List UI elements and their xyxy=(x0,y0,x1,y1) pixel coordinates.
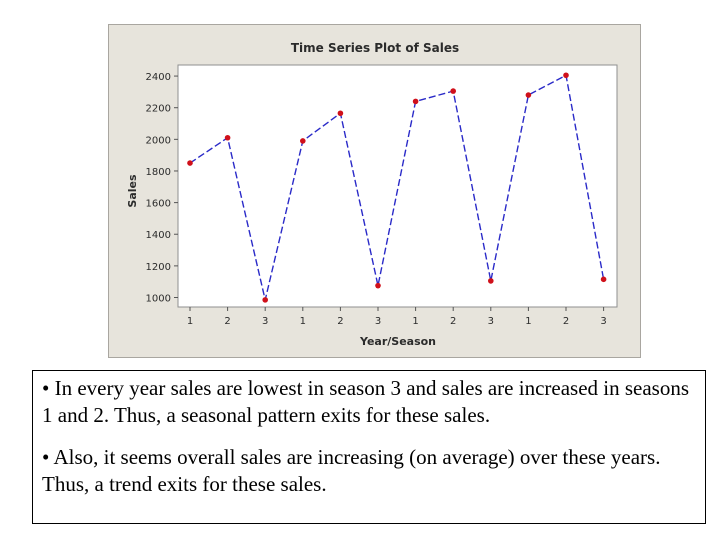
data-point xyxy=(262,297,268,303)
x-axis-label: Year/Season xyxy=(359,335,436,348)
data-point xyxy=(224,134,231,141)
y-tick-label: 1600 xyxy=(146,199,171,210)
x-tick-label: 1 xyxy=(525,316,531,327)
y-tick-label: 1200 xyxy=(146,262,171,273)
note-trend: • Also, it seems overall sales are incre… xyxy=(42,445,661,496)
x-tick-label: 1 xyxy=(300,316,306,327)
data-point xyxy=(337,110,344,117)
data-point xyxy=(600,276,607,283)
data-point xyxy=(525,92,532,98)
y-tick-label: 2000 xyxy=(146,135,171,146)
data-point xyxy=(488,278,494,284)
data-point xyxy=(300,138,306,144)
x-tick-label: 1 xyxy=(412,316,418,327)
y-tick-label: 2200 xyxy=(146,104,171,115)
data-point xyxy=(187,160,193,166)
series-line-path xyxy=(189,74,605,301)
data-point xyxy=(375,282,381,289)
sales-series-line xyxy=(189,74,605,301)
plot-area xyxy=(177,64,618,308)
data-point xyxy=(412,98,419,105)
x-tick-label: 3 xyxy=(488,316,494,327)
x-tick-label: 3 xyxy=(262,316,268,327)
x-tick-label: 3 xyxy=(600,316,606,327)
x-tick-label: 2 xyxy=(563,316,569,327)
data-point xyxy=(563,72,569,79)
sales-series-points xyxy=(187,72,607,303)
y-tick-label: 2400 xyxy=(146,72,171,83)
data-point xyxy=(450,88,457,94)
x-tick-label: 2 xyxy=(450,316,456,327)
x-tick-label: 2 xyxy=(337,316,343,327)
y-tick-label: 1000 xyxy=(146,294,171,305)
x-axis: 1 2 3 1 2 3 1 2 3 1 2 3 xyxy=(187,307,607,327)
notes-box: • In every year sales are lowest in seas… xyxy=(32,370,706,524)
y-axis: 1000 1200 1400 1600 1800 2000 2200 2400 xyxy=(146,72,178,305)
note-seasonal: • In every year sales are lowest in seas… xyxy=(42,376,690,427)
y-tick-label: 1800 xyxy=(146,167,171,178)
chart-title: Time Series Plot of Sales xyxy=(291,41,459,55)
x-tick-label: 2 xyxy=(224,316,230,327)
y-tick-label: 1400 xyxy=(146,230,171,241)
x-tick-label: 3 xyxy=(375,316,381,327)
x-tick-label: 1 xyxy=(187,316,193,327)
y-axis-label: Sales xyxy=(126,174,139,208)
time-series-chart: Time Series Plot of Sales Year/Season Sa… xyxy=(126,41,618,348)
chart-panel: Time Series Plot of Sales Year/Season Sa… xyxy=(108,24,641,358)
